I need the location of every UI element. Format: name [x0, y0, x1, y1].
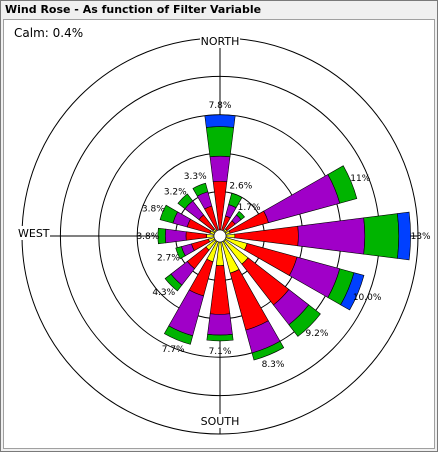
window-title: Wind Rose - As function of Filter Variab…	[5, 3, 262, 16]
sector-total-label: 11%	[350, 174, 370, 184]
rose-bar-segment	[205, 126, 235, 158]
rose-bar-segment	[163, 325, 194, 345]
south-label-bg	[200, 414, 240, 428]
rose-bar-segment	[397, 211, 411, 261]
rose-bar-segment	[297, 217, 366, 255]
sector-total-label: 13%	[411, 232, 431, 242]
sector-total-label: 7.1%	[209, 347, 232, 357]
compass-north-label: NORTH	[201, 35, 240, 48]
center-calm-circle	[213, 229, 227, 243]
rose-bar-segment	[209, 155, 231, 183]
north-label-bg	[200, 34, 240, 48]
rose-bar-segment	[185, 231, 208, 241]
rose-bar-segment	[164, 228, 187, 244]
west-label-bg	[16, 226, 50, 240]
compass-west-label: WEST	[18, 227, 50, 240]
rose-bar-segment	[206, 333, 234, 342]
rose-bar-segment	[363, 213, 400, 259]
rose-bar-segment	[228, 192, 243, 209]
rose-bar-segment	[251, 340, 285, 361]
sector-total-label: 4.3%	[152, 288, 175, 298]
rose-bar-segment	[207, 313, 233, 336]
rose-bar-segment	[159, 204, 178, 224]
compass-south-label: SOUTH	[201, 415, 240, 428]
sector-total-label: 2.7%	[157, 253, 180, 263]
sector-total-label: 9.2%	[306, 329, 329, 339]
sector-total-label: 7.7%	[162, 345, 185, 355]
rose-bar-segment	[288, 304, 321, 337]
rose-bar-segment	[206, 233, 215, 239]
rose-bar-segment	[157, 227, 167, 245]
rose-bar-segment	[225, 233, 236, 239]
plot-area: Calm: 0.4% NORTH SOUTH WEST 7.8% 2.6% 1.7% 11%…	[3, 19, 435, 449]
rose-bar-segment	[340, 272, 365, 311]
rose-bar-segment	[327, 165, 358, 204]
sector-total-label: 3.8%	[136, 232, 159, 242]
rose-bar-segment	[192, 182, 209, 197]
sector-total-label: 7.8%	[209, 101, 232, 111]
rose-bar-segment	[263, 174, 341, 224]
rose-bar-segment	[164, 273, 183, 292]
wind-rose-chart: NORTH SOUTH WEST 7.8% 2.6% 1.7% 11% 13% 10.0% 9.2…	[16, 34, 431, 435]
sector-total-label: 3.2%	[164, 187, 187, 197]
sector-total-label: 10.0%	[353, 293, 382, 303]
sector-total-label: 8.3%	[262, 360, 285, 370]
rose-bar-segment	[177, 193, 194, 210]
rose-bar-segment	[175, 246, 186, 260]
sector-total-label: 2.6%	[229, 182, 252, 192]
rose-bar-segment	[235, 210, 246, 221]
rose-bar-segment	[209, 265, 231, 315]
calm-label: Calm: 0.4%	[14, 26, 84, 40]
sector-total-label: 3.8%	[142, 204, 165, 214]
rose-bar-segment	[204, 114, 236, 128]
sector-total-label: 1.7%	[238, 203, 261, 213]
sector-total-label: 3.3%	[184, 172, 207, 182]
